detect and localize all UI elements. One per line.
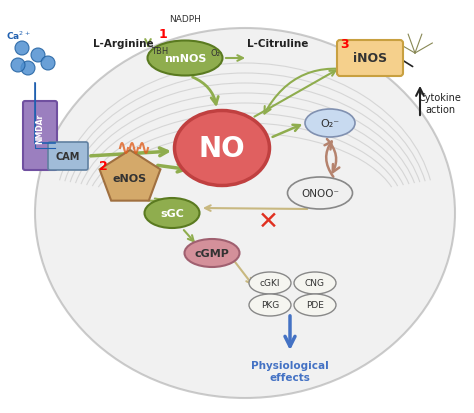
FancyBboxPatch shape [337, 41, 403, 77]
Text: cGKI: cGKI [260, 279, 280, 288]
Text: O₂⁻: O₂⁻ [320, 119, 339, 129]
Text: cGMP: cGMP [194, 248, 229, 259]
Ellipse shape [145, 199, 200, 228]
Ellipse shape [249, 272, 291, 294]
Circle shape [41, 57, 55, 71]
Text: NADPH: NADPH [169, 14, 201, 24]
Circle shape [15, 42, 29, 56]
Circle shape [11, 59, 25, 73]
Text: Cytokine
action: Cytokine action [419, 93, 461, 114]
Circle shape [31, 49, 45, 63]
Text: NO: NO [199, 135, 246, 163]
Text: nnNOS: nnNOS [164, 54, 206, 64]
Ellipse shape [184, 240, 239, 267]
Text: O₂: O₂ [210, 50, 220, 58]
Ellipse shape [174, 111, 270, 186]
Text: iNOS: iNOS [353, 52, 387, 65]
Text: sGC: sGC [160, 209, 184, 218]
Text: CAM: CAM [56, 152, 80, 161]
Text: Ca$^{2+}$: Ca$^{2+}$ [6, 30, 30, 42]
Text: NMDAr: NMDAr [36, 114, 45, 144]
Text: 3: 3 [341, 38, 349, 50]
Ellipse shape [288, 178, 353, 209]
Text: Physiological
effects: Physiological effects [251, 360, 329, 382]
Ellipse shape [294, 272, 336, 294]
Text: PKG: PKG [261, 301, 279, 310]
Text: CNG: CNG [305, 279, 325, 288]
Text: ✕: ✕ [257, 209, 279, 233]
Text: eNOS: eNOS [113, 173, 147, 183]
Text: PDE: PDE [306, 301, 324, 310]
Ellipse shape [305, 110, 355, 138]
Text: 2: 2 [99, 159, 108, 172]
FancyBboxPatch shape [48, 142, 88, 171]
Circle shape [21, 62, 35, 76]
Text: TBH: TBH [151, 47, 169, 56]
Ellipse shape [294, 294, 336, 316]
Text: 1: 1 [159, 27, 167, 40]
Text: ONOO⁻: ONOO⁻ [301, 189, 339, 199]
FancyBboxPatch shape [23, 102, 57, 171]
Polygon shape [100, 151, 160, 201]
Ellipse shape [249, 294, 291, 316]
Text: L-Arginine: L-Arginine [93, 39, 153, 49]
Text: L-Citruline: L-Citruline [247, 39, 309, 49]
Ellipse shape [147, 41, 222, 76]
Ellipse shape [35, 29, 455, 398]
